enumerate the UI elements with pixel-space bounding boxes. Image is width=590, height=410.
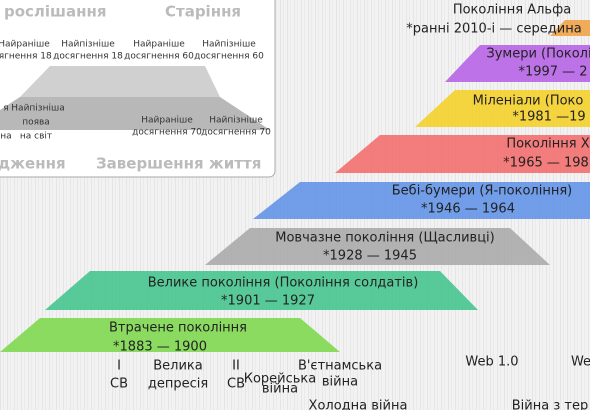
band-boomers xyxy=(253,182,590,219)
legend-label: Найраніше xyxy=(141,116,193,126)
legend-label: досягнення 60 xyxy=(194,52,264,62)
event: СВ xyxy=(227,377,245,392)
event: II xyxy=(232,359,240,374)
generation-years: *1928 — 1945 xyxy=(323,249,417,264)
bands xyxy=(0,20,590,352)
legend-label: осягнення 18 xyxy=(0,52,52,62)
legend-label: Найпізніше xyxy=(61,40,115,50)
legend-shape xyxy=(0,97,270,130)
generation-name: Покоління Альфа xyxy=(453,3,571,18)
legend-label: на світ xyxy=(20,132,52,142)
generation-years: *1901 — 1927 xyxy=(221,294,315,309)
event: В'єтнамська xyxy=(298,359,382,374)
generation-years: *1883 — 1900 xyxy=(113,340,207,355)
legend-shape xyxy=(20,66,220,97)
legend-label: досягнення 18 xyxy=(53,52,123,62)
generation-years: *1965 — 198 xyxy=(503,156,589,171)
legend-stage: Завершення життя xyxy=(96,155,261,173)
event: війна xyxy=(322,375,358,390)
legend-stage: дження xyxy=(0,155,66,173)
generation-name: Міленіали (Поко xyxy=(473,94,584,109)
band-x xyxy=(335,135,590,173)
band-greatest xyxy=(45,271,478,310)
event: We xyxy=(571,355,590,370)
generation-name: Велике покоління (Покоління солдатів) xyxy=(148,276,419,291)
generation-name: Втрачене покоління xyxy=(109,321,247,336)
legend-label: я xyxy=(3,104,8,114)
band-alpha xyxy=(550,20,590,36)
event: Корейська xyxy=(244,372,317,387)
generation-years: *ранні 2010-і — середина xyxy=(406,22,581,37)
legend-label: Найпізніше xyxy=(202,40,256,50)
generation-name: Бебі-бумери (Я-покоління) xyxy=(392,184,572,199)
legend-stage: рослішання xyxy=(4,3,106,21)
generation-name: Зумери (Поколі xyxy=(486,47,590,62)
legend: рослішання Старіння дження Завершення жи… xyxy=(0,0,276,178)
generation-name: Покоління Х xyxy=(506,137,589,152)
legend-label: досягнення 70 xyxy=(132,128,202,138)
event: Холодна війна xyxy=(309,399,408,410)
band-lost xyxy=(0,318,340,352)
legend-label: Найпізніша xyxy=(11,104,64,114)
generation-years: *1981 —19 xyxy=(512,110,585,125)
event: депресія xyxy=(148,377,208,392)
event: війна xyxy=(262,382,298,397)
legend-label: на xyxy=(0,132,11,142)
band-zoomers xyxy=(445,45,590,82)
event: СВ xyxy=(110,377,128,392)
band-silent xyxy=(205,228,550,265)
legend-label: Найпізніше xyxy=(209,116,263,126)
legend-label: досягнення 70 xyxy=(201,128,271,138)
band-millennials xyxy=(415,90,590,127)
event: I xyxy=(117,359,121,374)
legend-label: поява xyxy=(22,118,50,128)
events: I СВ Велика депресія II СВ Корейська вій… xyxy=(110,355,590,410)
legend-label: досягнення 60 xyxy=(124,52,194,62)
legend-label: Найраніше xyxy=(133,40,185,50)
legend-label: Найраніше xyxy=(0,40,50,50)
event: Велика xyxy=(153,359,203,374)
generation-years: *1946 — 1964 xyxy=(421,202,515,217)
event: Війна з тер xyxy=(512,399,588,410)
generation-name: Мовчазне покоління (Щасливці) xyxy=(275,231,495,246)
legend-stage: Старіння xyxy=(165,3,241,21)
generation-years: *1997 — 2 xyxy=(518,65,587,80)
event: Web 1.0 xyxy=(465,355,518,370)
